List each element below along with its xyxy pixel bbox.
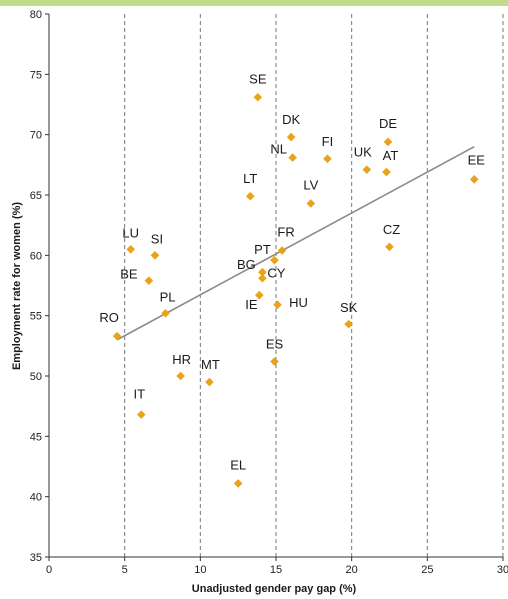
x-tick-label-15: 15	[270, 564, 282, 576]
point-dk	[286, 132, 296, 142]
point-es	[270, 357, 279, 366]
point-label-bg: BG	[237, 257, 256, 272]
point-label-ie: IE	[245, 297, 258, 312]
point-se	[253, 92, 263, 102]
point-label-fi: FI	[322, 134, 334, 149]
point-label-lt: LT	[243, 171, 257, 186]
point-cy	[258, 273, 267, 283]
x-tick-label-30: 30	[497, 564, 508, 576]
point-label-be: BE	[120, 267, 138, 282]
x-tick-label-25: 25	[421, 564, 433, 576]
point-pl	[161, 308, 170, 318]
point-labels: RO LU SI BE PL IT HR MT EL SE LT BG CY IE PT FR HU ES DK NL…	[99, 71, 485, 472]
point-label-pl: PL	[160, 289, 176, 304]
y-tick-label-75: 75	[30, 69, 42, 81]
point-label-cz: CZ	[383, 222, 400, 237]
point-lu	[126, 245, 136, 254]
point-ro	[112, 331, 122, 341]
point-cz	[385, 242, 394, 252]
point-pt	[270, 255, 279, 265]
header-strip	[0, 0, 508, 6]
point-mt	[205, 377, 214, 387]
point-label-pt: PT	[254, 242, 271, 257]
point-fr	[277, 246, 287, 255]
point-label-el: EL	[230, 457, 246, 472]
point-label-sk: SK	[340, 300, 358, 315]
point-label-ro: RO	[99, 310, 119, 325]
y-axis-title: Employment rate for women (%)	[11, 202, 23, 370]
x-tick-label-10: 10	[194, 564, 206, 576]
point-lv	[306, 199, 316, 208]
point-label-mt: MT	[201, 357, 220, 372]
point-bg	[258, 267, 267, 277]
point-de	[383, 137, 393, 147]
point-lt	[245, 191, 255, 201]
point-label-se: SE	[249, 71, 267, 86]
point-label-hr: HR	[172, 352, 191, 367]
point-si	[150, 251, 160, 260]
point-label-de: DE	[379, 116, 397, 131]
y-tick-label-35: 35	[30, 552, 42, 564]
point-label-uk: UK	[354, 145, 372, 160]
y-tick-label-45: 45	[30, 431, 42, 443]
point-fi	[323, 154, 332, 164]
point-at	[382, 167, 391, 177]
point-label-at: AT	[383, 148, 399, 163]
y-tick-label-65: 65	[30, 190, 42, 202]
point-be	[144, 276, 154, 285]
point-label-nl: NL	[270, 142, 287, 157]
y-tick-label-80: 80	[30, 9, 42, 21]
point-label-cy: CY	[267, 265, 285, 280]
point-label-si: SI	[151, 231, 163, 246]
x-tick-label-5: 5	[122, 564, 128, 576]
point-label-fr: FR	[277, 225, 294, 240]
point-ee	[469, 175, 479, 184]
point-uk	[362, 165, 372, 174]
y-tick-label-50: 50	[30, 371, 42, 383]
point-label-es: ES	[266, 337, 284, 352]
y-tick-label-55: 55	[30, 311, 42, 323]
point-hu	[273, 300, 282, 310]
trendline-group	[116, 146, 475, 341]
point-label-lu: LU	[122, 225, 139, 240]
point-label-ee: EE	[468, 152, 486, 167]
point-el	[233, 479, 243, 488]
x-axis-title: Unadjusted gender pay gap (%)	[192, 583, 357, 595]
trendline	[116, 146, 475, 341]
point-label-dk: DK	[282, 112, 300, 127]
y-tick-label-70: 70	[30, 130, 42, 142]
point-nl	[288, 153, 297, 162]
data-points	[112, 92, 479, 488]
x-tick-label-20: 20	[346, 564, 358, 576]
point-sk	[344, 319, 353, 329]
y-tick-label-60: 60	[30, 250, 42, 262]
y-tick-label-40: 40	[30, 492, 42, 504]
point-label-it: IT	[134, 387, 146, 402]
point-label-lv: LV	[303, 177, 318, 192]
point-it	[137, 410, 146, 419]
axes: 35 40 45 50 55 60 65 70 75 80 0 5 10 15 20 25 30	[30, 9, 508, 576]
point-hr	[176, 371, 185, 381]
point-label-hu: HU	[289, 295, 308, 310]
x-tick-label-0: 0	[46, 564, 52, 576]
gridlines	[124, 14, 504, 557]
point-ie	[255, 290, 264, 300]
